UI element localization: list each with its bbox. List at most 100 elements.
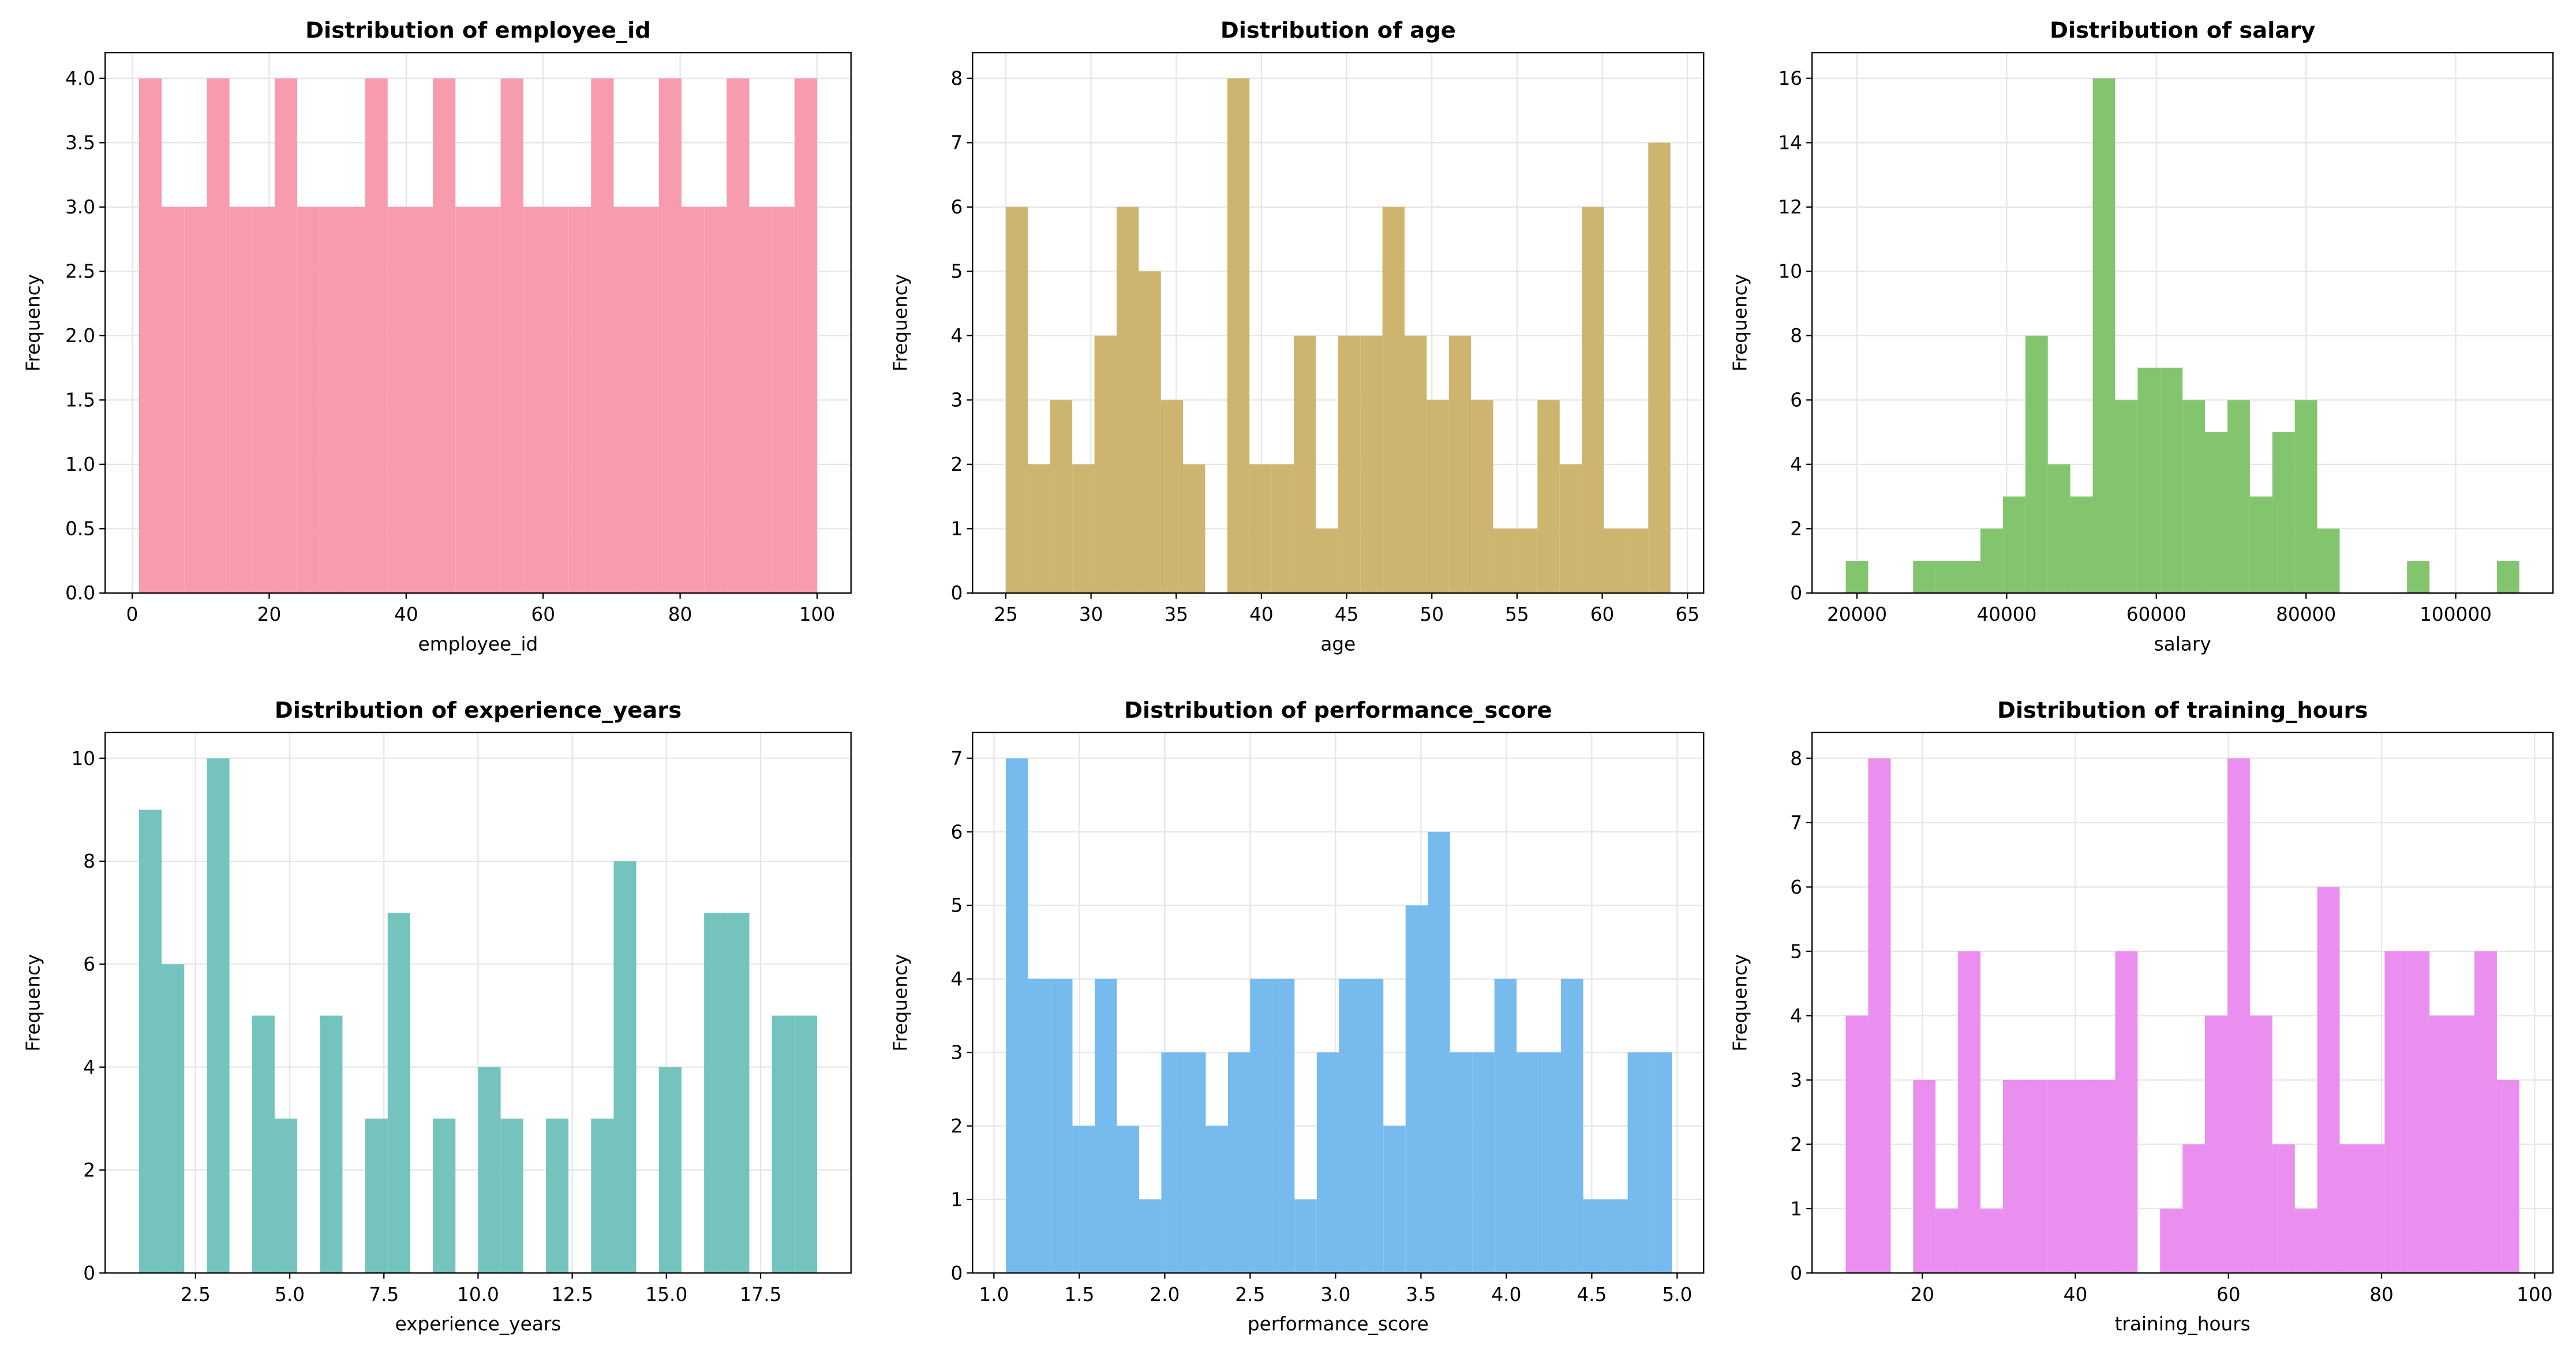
x-tick-label: 2.0: [1150, 1284, 1180, 1306]
x-axis-label: training_hours: [2115, 1313, 2251, 1335]
bar: [1517, 1052, 1539, 1273]
bar: [1160, 400, 1184, 593]
x-tick-label: 40000: [1976, 603, 2036, 625]
bar: [1958, 951, 1980, 1273]
x-tick-label: 20: [257, 603, 282, 625]
x-axis-label: performance_score: [1248, 1313, 1429, 1335]
bar: [1405, 335, 1427, 593]
y-tick-label: 7: [950, 748, 963, 770]
bar: [207, 758, 230, 1273]
bar: [1958, 561, 1980, 593]
bar: [455, 207, 478, 593]
x-tick-label: 5.0: [1662, 1284, 1692, 1306]
bar: [320, 207, 343, 593]
bar: [2205, 432, 2227, 593]
x-tick-label: 30: [1079, 603, 1103, 625]
y-tick-label: 8: [83, 850, 95, 872]
y-axis-label: Frequency: [1729, 954, 1751, 1052]
bar: [229, 207, 252, 593]
y-tick-label: 5: [1790, 940, 1802, 962]
bar: [1583, 1199, 1606, 1273]
bar: [1604, 528, 1626, 593]
bar: [658, 1067, 682, 1273]
y-tick-label: 1.5: [65, 389, 95, 411]
y-tick-label: 1.0: [65, 453, 95, 475]
bar: [545, 207, 569, 593]
x-tick-label: 3.5: [1406, 1284, 1436, 1306]
bar: [2227, 758, 2250, 1273]
bar: [320, 1015, 343, 1273]
y-tick-label: 2.0: [65, 325, 95, 347]
bar: [1028, 464, 1050, 593]
y-tick-label: 6: [950, 821, 963, 843]
bar: [704, 913, 727, 1273]
x-tick-label: 0: [126, 603, 138, 625]
bar: [794, 78, 817, 593]
bar: [1316, 528, 1338, 593]
bar: [2317, 528, 2340, 593]
bar: [2294, 1208, 2317, 1273]
bar: [681, 207, 705, 593]
y-tick-label: 0: [950, 1262, 963, 1284]
bar: [772, 207, 795, 593]
bar: [252, 1015, 275, 1273]
x-tick-label: 2.5: [1235, 1284, 1265, 1306]
bar: [2272, 1144, 2295, 1273]
y-tick-label: 12: [1778, 196, 1802, 218]
x-tick-label: 60: [2216, 1284, 2241, 1306]
y-tick-label: 8: [1790, 748, 1802, 770]
bar: [1626, 528, 1649, 593]
bar: [1472, 1052, 1495, 1273]
bar: [274, 78, 298, 593]
y-axis-label: Frequency: [890, 954, 912, 1052]
bar: [1448, 335, 1472, 593]
bar: [2496, 1079, 2519, 1273]
bar: [1028, 978, 1051, 1273]
x-tick-label: 2.5: [181, 1284, 211, 1306]
bar: [1935, 561, 1959, 593]
bar: [1294, 1199, 1317, 1273]
y-tick-label: 0: [950, 582, 963, 604]
bar: [749, 207, 772, 593]
bar: [2294, 400, 2317, 593]
bar: [342, 207, 365, 593]
bar: [2025, 335, 2048, 593]
bar: [1383, 1126, 1406, 1273]
bar: [1648, 142, 1671, 593]
x-tick-label: 12.5: [551, 1284, 593, 1306]
x-tick-label: 60: [1590, 603, 1615, 625]
y-tick-label: 6: [1790, 876, 1802, 898]
y-tick-label: 5: [950, 261, 963, 283]
bar: [1537, 400, 1560, 593]
chart-title: Distribution of salary: [2050, 18, 2315, 44]
bar: [2025, 1079, 2048, 1273]
y-tick-label: 8: [950, 68, 963, 89]
bar: [2115, 400, 2138, 593]
bar: [1494, 978, 1517, 1273]
bar: [1450, 1052, 1473, 1273]
bar: [794, 1015, 817, 1273]
bar: [1005, 207, 1028, 593]
y-tick-label: 2: [83, 1159, 95, 1181]
y-tick-label: 4.0: [65, 68, 95, 89]
y-tick-label: 10: [71, 748, 95, 770]
x-tick-label: 4.5: [1577, 1284, 1607, 1306]
bar: [500, 78, 523, 593]
bar: [1227, 1052, 1250, 1273]
x-tick-label: 35: [1164, 603, 1188, 625]
bar: [1339, 978, 1361, 1273]
x-tick-label: 7.5: [369, 1284, 399, 1306]
x-axis-label: age: [1320, 633, 1356, 655]
bar: [1650, 1052, 1672, 1273]
x-tick-label: 17.5: [740, 1284, 782, 1306]
chart-title: Distribution of employee_id: [305, 18, 651, 44]
x-tick-label: 1.0: [979, 1284, 1009, 1306]
bar: [1272, 978, 1295, 1273]
y-tick-label: 6: [950, 196, 963, 218]
x-tick-label: 50: [1420, 603, 1444, 625]
bar: [2137, 367, 2161, 593]
y-tick-label: 3: [950, 389, 963, 411]
bar: [1139, 271, 1161, 593]
chart-title: Distribution of age: [1220, 18, 1456, 44]
bar: [2317, 887, 2340, 1273]
